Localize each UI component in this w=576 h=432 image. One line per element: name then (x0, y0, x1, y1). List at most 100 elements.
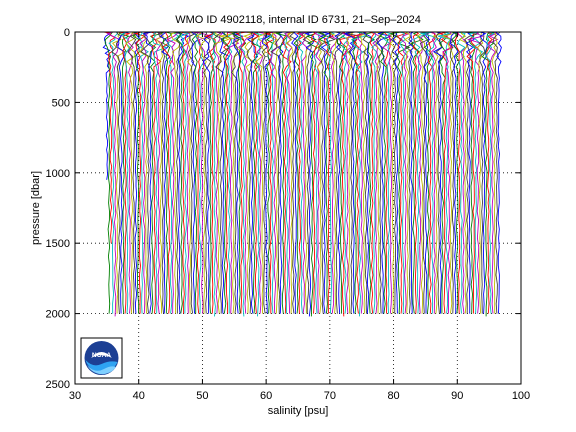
profile-line (219, 31, 231, 314)
profile-line (488, 31, 499, 314)
profile-line (351, 31, 365, 317)
x-axis-title: salinity [psu] (268, 405, 329, 417)
profile-line (303, 31, 315, 317)
profile-line (158, 31, 167, 314)
profile-line (231, 31, 245, 314)
profile-line (117, 31, 131, 314)
profile-line (246, 31, 254, 314)
x-tick-label: 100 (512, 390, 530, 402)
profile-line (441, 31, 457, 314)
profile-line (363, 31, 374, 314)
profile-line (432, 31, 443, 314)
profile-line (375, 31, 384, 314)
profile-line (151, 31, 168, 314)
profile-line (192, 31, 214, 314)
profile-line (356, 31, 367, 314)
profile-line (479, 31, 488, 314)
profile-line (302, 31, 312, 314)
profile-line (358, 31, 367, 314)
profile-line (313, 31, 323, 314)
profile-line (242, 31, 255, 314)
profile-line (261, 31, 269, 314)
profile-line (195, 31, 202, 314)
profile-line (284, 31, 293, 314)
profile-line (270, 31, 282, 314)
plot-frame (74, 31, 522, 385)
profile-line (223, 31, 232, 314)
profile-line (133, 31, 146, 314)
profile-line (413, 31, 429, 314)
noaa-logo-text: NOAA (92, 352, 111, 359)
profile-line (253, 31, 271, 317)
profile-line (174, 31, 182, 314)
x-tick-label: 60 (260, 390, 272, 402)
profile-line (209, 31, 218, 314)
profile-line (416, 31, 427, 314)
profile-line (190, 31, 199, 314)
profile-line (191, 31, 199, 314)
profile-line (404, 31, 416, 314)
profile-line (210, 31, 217, 317)
profile-line (430, 31, 437, 314)
profile-line (139, 31, 149, 314)
profile-line (117, 31, 130, 314)
profile-line (423, 31, 433, 314)
profile-line (382, 31, 394, 314)
profile-line (316, 31, 326, 314)
profile-line (285, 31, 296, 314)
profile-line (270, 31, 278, 314)
profile-line (437, 31, 452, 314)
x-tick-label: 50 (196, 390, 208, 402)
profile-line (392, 31, 401, 314)
y-tick-label: 2000 (46, 309, 70, 321)
y-tick-label: 0 (64, 27, 70, 39)
profile-line (371, 31, 379, 314)
profile-line (439, 31, 448, 314)
profile-line (449, 31, 459, 314)
profile-line (306, 31, 318, 317)
profile-line (468, 31, 484, 314)
chart-title: WMO ID 4902118, internal ID 6731, 21–Sep… (175, 14, 421, 26)
profile-line (159, 31, 171, 314)
profile-line (495, 31, 502, 314)
profile-line (111, 31, 126, 314)
profile-line (176, 31, 185, 314)
profile-line (451, 31, 461, 314)
profile-line (194, 31, 205, 314)
profile-line (277, 31, 285, 314)
profile-line (389, 31, 411, 314)
profile-line (323, 31, 334, 314)
y-axis-title: pressure [dbar] (30, 171, 42, 245)
y-tick-label: 1000 (46, 168, 70, 180)
profile-line (432, 31, 444, 314)
profile-line (142, 31, 154, 314)
profile-line (150, 31, 162, 314)
profile-line (176, 31, 190, 314)
x-tick-label: 40 (133, 390, 145, 402)
profile-line (481, 31, 496, 317)
profile-line (148, 31, 164, 314)
profile-line (186, 31, 196, 314)
profile-line (408, 31, 415, 314)
profile-line (369, 31, 376, 314)
profile-line (399, 31, 408, 314)
profile-line (264, 31, 275, 314)
x-axis-ticks: 30 40 50 60 70 80 90 100 (69, 32, 530, 402)
profile-line (132, 31, 140, 314)
profile-line (166, 31, 178, 314)
profile-line (458, 31, 468, 314)
profile-line (256, 31, 266, 314)
profile-line (454, 31, 461, 314)
profile-line (238, 31, 258, 314)
profile-line (195, 31, 208, 314)
profile-line (127, 31, 139, 314)
profile-line (351, 31, 361, 314)
profile-line (106, 31, 121, 317)
profile-line (311, 31, 320, 314)
profile-line (485, 31, 496, 314)
profile-line (213, 31, 230, 314)
profile-line (491, 31, 499, 314)
profile-line (343, 31, 358, 314)
x-tick-label: 70 (324, 390, 336, 402)
profile-line (284, 31, 290, 314)
